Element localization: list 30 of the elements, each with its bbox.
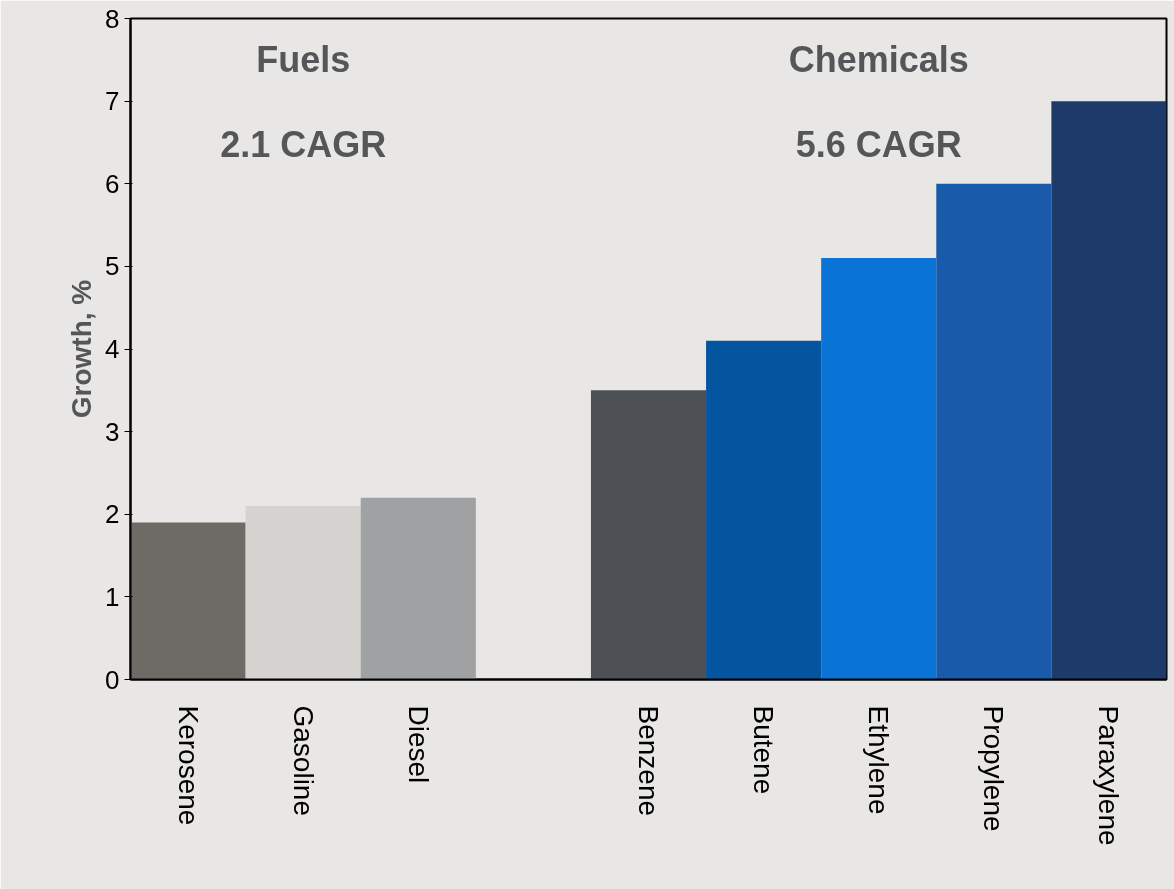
y-tick-label: 0 — [105, 664, 120, 695]
bar — [130, 522, 246, 680]
x-tick-label: Paraxylene — [1093, 705, 1125, 846]
x-tick-label: Diesel — [402, 705, 434, 784]
annotation: Fuels — [256, 38, 351, 80]
x-tick-label: Benzene — [633, 705, 664, 817]
x-tick-label: Ethylene — [863, 705, 895, 815]
bar — [706, 340, 822, 680]
x-tick-label: Propylene — [978, 705, 1010, 832]
y-tick-label: 4 — [105, 334, 120, 364]
bar — [1051, 101, 1167, 680]
annotation: 5.6 CAGR — [795, 123, 962, 165]
y-tick-label: 3 — [105, 416, 120, 447]
y-axis-title: Growth, % — [66, 279, 98, 419]
y-tick-label: 6 — [105, 168, 120, 199]
y-tick-label: 1 — [105, 581, 120, 612]
bar — [590, 390, 707, 680]
x-tick-label: Kerosene — [172, 705, 204, 826]
bar — [245, 505, 361, 680]
y-tick-label: 8 — [105, 3, 120, 34]
bar — [360, 497, 476, 680]
x-tick-label: Gasoline — [287, 705, 319, 817]
y-tick-label: 2 — [105, 499, 120, 530]
bar — [936, 183, 1052, 680]
y-tick-label: 7 — [105, 86, 120, 117]
y-tick-label: 5 — [105, 251, 120, 282]
x-tick-label: Butene — [748, 705, 780, 795]
annotation: Chemicals — [788, 38, 969, 80]
bar — [821, 258, 937, 680]
annotation: 2.1 CAGR — [220, 123, 387, 165]
